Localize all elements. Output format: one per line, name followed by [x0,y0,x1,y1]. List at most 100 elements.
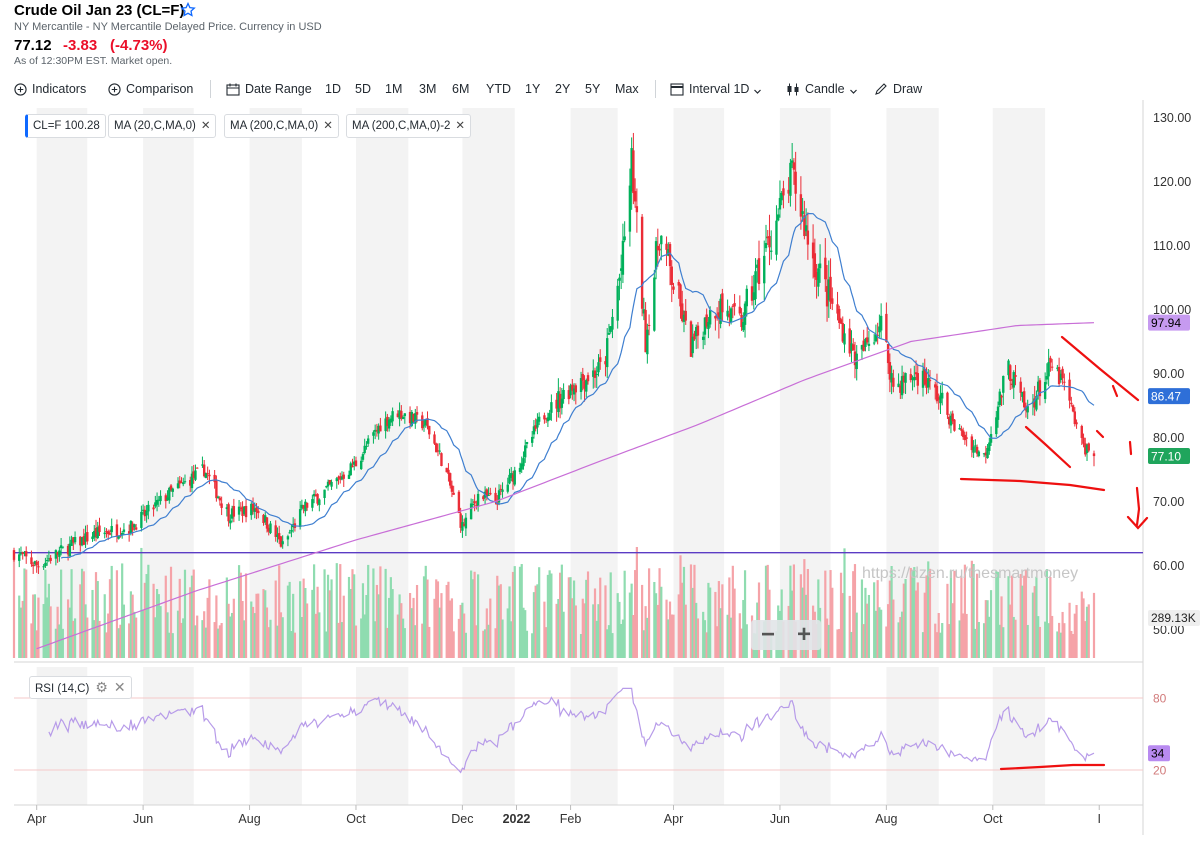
range-5d[interactable]: 5D [355,82,371,96]
volume-bar [436,581,440,658]
volume-bar [412,597,415,658]
candle-body [958,427,961,430]
candle-body [586,375,590,382]
candle-body [518,467,522,472]
indicators-button[interactable]: Indicators [14,79,86,99]
volume-bar [536,584,539,658]
legend-rsi: RSI (14,C) [35,683,90,695]
volume-bar [927,561,930,658]
range-2y[interactable]: 2Y [555,82,571,96]
legend-chip-ma20[interactable]: MA (20,C,MA,0) ✕ [108,114,217,138]
volume-bar [61,628,64,658]
volume-bar [107,613,110,658]
candle-body [227,504,230,522]
volume-bar [477,574,480,658]
legend-chip-rsi[interactable]: RSI (14,C) ⚙ ✕ [29,676,132,699]
candle-body [1033,398,1036,408]
legend-chip-ma200-2[interactable]: MA (200,C,MA,0)-2 ✕ [346,114,472,138]
volume-bar [621,619,625,658]
range-1d[interactable]: 1D [325,82,341,96]
candle-body [326,481,330,487]
draw-button[interactable]: Draw [874,79,922,99]
volume-bar [264,590,267,658]
ma20-price-label-bg [1148,388,1190,405]
candle-body [546,417,550,422]
candle-body [278,533,281,540]
candle-body [548,413,551,421]
volume-bar [18,595,21,658]
interval-button[interactable]: Interval 1D [670,79,762,99]
range-1y[interactable]: 1Y [525,82,541,96]
volume-bar [108,579,112,658]
volume-bar [887,604,890,658]
candle-body [818,263,822,269]
volume-bar [422,576,426,658]
volume-bar [225,577,228,658]
close-icon[interactable]: ✕ [455,120,466,132]
zoom-in-button[interactable]: + [796,621,811,648]
volume-bar [360,618,363,658]
candle-body [391,411,394,422]
candle-body [850,343,853,351]
range-6m[interactable]: 6M [452,82,470,96]
volume-bar [501,619,504,658]
volume-bar [415,584,419,658]
candle-body [318,499,321,506]
range-max[interactable]: Max [615,82,639,96]
close-icon[interactable]: ✕ [323,120,333,132]
interval-value: 1D [733,82,750,96]
candle-body [913,376,916,381]
volume-bar [634,570,637,658]
gear-icon[interactable]: ⚙ [95,679,108,695]
candle-body [789,162,792,196]
candle-body [237,506,241,515]
range-5y[interactable]: 5Y [585,82,601,96]
legend-chip-symbol[interactable]: CL=F 100.28 [25,114,106,138]
interval-label: Interval [689,82,730,96]
candle-body [311,499,314,508]
close-icon[interactable]: ✕ [200,120,211,132]
volume-bar [909,567,912,658]
volume-bar [470,570,473,658]
volume-bar [499,584,502,658]
volume-bar [665,599,668,658]
volume-bar [1070,630,1073,658]
volume-bar [201,620,204,658]
month-band [143,108,194,658]
candle-body [864,338,867,347]
candle-body [471,503,475,505]
candle-body [110,525,113,533]
range-ytd[interactable]: YTD [486,82,511,96]
candle-body [1050,366,1054,368]
volume-bar [428,626,431,658]
candle-body [532,426,536,435]
candle-body [225,507,229,510]
candle-body [469,503,473,520]
star-icon[interactable] [180,2,196,18]
candle-body [897,383,900,388]
candle-body [141,509,145,511]
candle-body [646,329,649,355]
legend-chip-ma200[interactable]: MA (200,C,MA,0) ✕ [224,114,339,138]
volume-bar [899,616,902,658]
ma20-price-label: 86.47 [1151,390,1181,404]
candle-body [660,235,663,245]
y-tick-label: 100.00 [1153,303,1191,317]
range-1m[interactable]: 1M [385,82,403,96]
volume-bar [852,571,855,658]
volume-bar [656,604,659,658]
volume-bar [984,600,987,658]
date-range-button[interactable]: Date Range [226,79,312,99]
range-3m[interactable]: 3M [419,82,437,96]
volume-bar [463,613,466,658]
candle-body [25,551,28,557]
zoom-out-button[interactable]: − [760,621,775,648]
close-icon[interactable]: ✕ [113,679,126,695]
volume-bar [239,572,242,658]
chart-type-button[interactable]: Candle [786,79,858,99]
volume-bar [740,628,743,658]
volume-bar [232,598,235,658]
candle-body [522,458,525,467]
comparison-button[interactable]: Comparison [108,79,193,99]
candle-body [921,370,925,388]
